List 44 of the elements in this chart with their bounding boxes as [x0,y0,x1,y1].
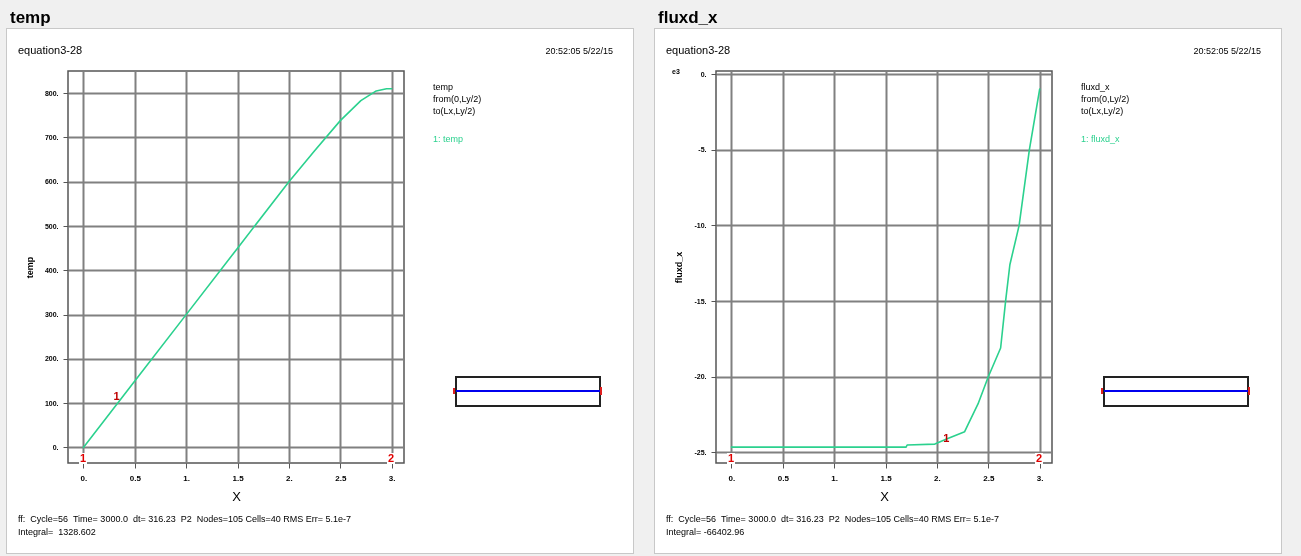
x-tick-label: 2. [286,473,293,483]
text: 20:52:05 5/22/15 [1193,46,1261,57]
text: to(Lx,Ly/2) [433,106,476,117]
annotation: 1 [943,431,950,444]
text: ff: Cycle=56 Time= 3000.0 dt= 316.23 P2 Nodes=105 Cells=40 RMS Err= 5.1e-7 [18,514,352,525]
text: to(Lx,Ly/2) [1081,106,1124,117]
text: Integral= -66402.96 [666,527,745,538]
annotation: 2 [387,452,396,464]
annotation: 1 [79,452,88,464]
annotation: 2 [1035,452,1044,464]
text: ff: Cycle=56 Time= 3000.0 dt= 316.23 P2 Nodes=105 Cells=40 RMS Err= 5.1e-7 [666,514,1000,525]
x-tick-label: 0. [80,473,88,483]
text: fluxd_x [1081,82,1110,93]
chart-title: fluxd_x [658,8,718,28]
annotation: 1 [727,452,736,464]
y-axis-title: fluxd_x [674,251,685,284]
x-tick-label: 0. [728,473,736,483]
annotation: 1 [113,389,120,402]
line-series [82,87,393,449]
chart-title: temp [10,8,51,28]
x-tick-label: 3. [1036,473,1044,483]
y-axis-title: temp [24,256,35,279]
text: temp [433,82,454,93]
text: 1: temp [433,134,464,145]
x-tick-label: 3. [388,473,396,483]
chart-subtitle: equation3-28 [666,44,731,56]
x-axis-title: X [880,488,890,504]
text: 1: fluxd_x [1081,134,1120,145]
x-tick-label: 1. [831,473,838,483]
text: from(0,Ly/2) [1081,94,1130,105]
x-tick-label: 2. [934,473,941,483]
line-series [730,88,1041,448]
chart-subtitle: equation3-28 [18,44,83,56]
x-tick-label: 1. [183,473,190,483]
x-tick-label: 2.5 [335,473,347,483]
text: 20:52:05 5/22/15 [545,46,613,57]
text: Integral= 1328.602 [18,527,96,538]
x-axis-title: X [232,488,242,504]
x-tick-label: 0.5 [129,473,142,483]
x-tick-label: 0.5 [777,473,790,483]
x-tick-label: 1.5 [232,473,245,483]
text: from(0,Ly/2) [433,94,482,105]
x-tick-label: 2.5 [983,473,995,483]
x-tick-label: 1.5 [880,473,893,483]
